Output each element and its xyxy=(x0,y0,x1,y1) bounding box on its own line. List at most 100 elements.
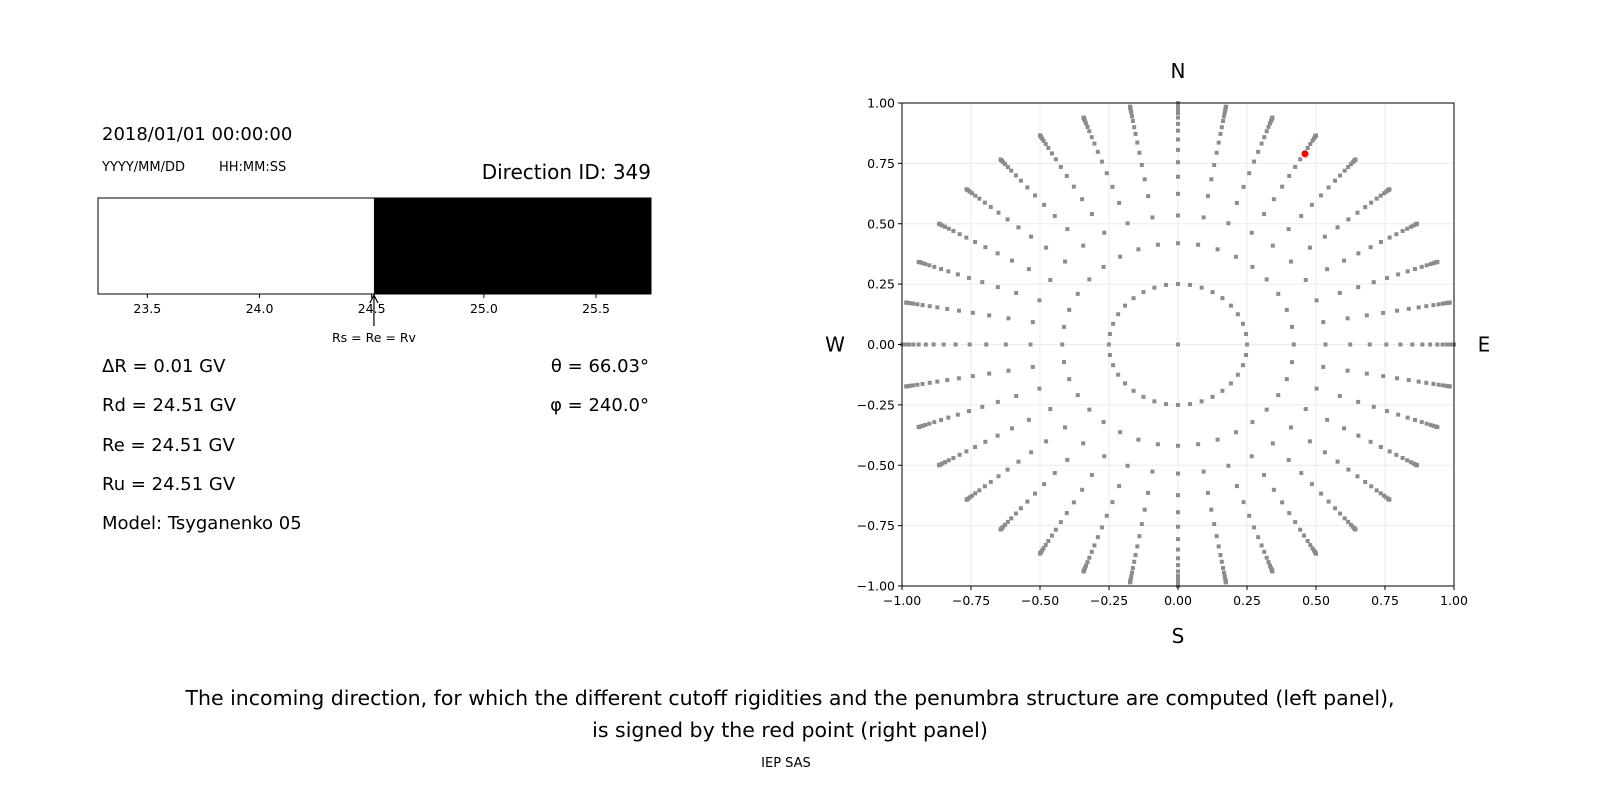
direction-point xyxy=(1286,227,1291,232)
direction-point xyxy=(1286,457,1291,462)
direction-point xyxy=(1110,500,1115,505)
direction-point xyxy=(1187,282,1192,287)
x-tick-label: 24.5 xyxy=(358,301,386,316)
direction-point xyxy=(1006,316,1011,321)
direction-point xyxy=(1099,525,1104,530)
direction-point xyxy=(1264,277,1269,282)
direction-point xyxy=(1176,128,1180,133)
direction-point xyxy=(1308,543,1313,548)
direction-point xyxy=(1210,290,1215,295)
direction-point xyxy=(1089,212,1094,217)
direction-point xyxy=(1048,407,1053,412)
direction-point xyxy=(1025,499,1030,504)
direction-point xyxy=(1270,441,1275,446)
direction-point xyxy=(1221,565,1226,570)
direction-point xyxy=(1176,115,1180,120)
direction-point xyxy=(1288,259,1293,264)
direction-point xyxy=(945,306,950,311)
direction-point xyxy=(1435,342,1440,347)
direction-point xyxy=(904,300,909,305)
direction-point xyxy=(966,409,971,414)
direction-point xyxy=(1048,277,1053,282)
direction-point xyxy=(1259,141,1264,146)
direction-point xyxy=(1196,442,1201,447)
direction-point xyxy=(1030,364,1035,369)
x-tick-label: 23.5 xyxy=(133,301,161,316)
credit-label: IEP SAS xyxy=(761,756,811,771)
direction-point xyxy=(1139,521,1144,526)
direction-point xyxy=(1262,549,1267,554)
direction-point xyxy=(1215,437,1220,442)
direction-point xyxy=(1043,543,1048,548)
direction-point xyxy=(1299,213,1304,218)
direction-point xyxy=(1150,215,1155,220)
direction-point xyxy=(1298,157,1303,162)
direction-point xyxy=(1155,442,1160,447)
direction-point xyxy=(1006,368,1011,373)
direction-point xyxy=(1219,125,1224,130)
direction-point xyxy=(1280,184,1285,189)
direction-point xyxy=(1053,157,1058,162)
direction-point xyxy=(1087,407,1092,412)
direction-point xyxy=(1335,459,1340,464)
direction-point xyxy=(1102,230,1107,235)
direction-point xyxy=(916,342,921,347)
direction-point xyxy=(1298,527,1303,532)
direction-point xyxy=(1266,560,1271,565)
direction-point xyxy=(1085,124,1090,129)
direction-point xyxy=(1016,459,1021,464)
direction-point xyxy=(1323,342,1328,347)
direction-point xyxy=(1348,342,1353,347)
direction-point xyxy=(1353,527,1358,532)
direction-point xyxy=(996,474,1001,479)
direction-point xyxy=(932,264,937,269)
direction-point xyxy=(1226,463,1231,468)
direction-point xyxy=(927,421,932,426)
direction-point xyxy=(1037,386,1042,391)
direction-point xyxy=(995,285,1000,290)
direction-point xyxy=(1041,546,1046,551)
direction-point xyxy=(1256,535,1261,540)
direction-point xyxy=(1247,513,1252,518)
direction-point xyxy=(1382,191,1387,196)
x-tick-label: 1.00 xyxy=(1440,593,1468,608)
direction-point xyxy=(1065,227,1070,232)
direction-point xyxy=(920,261,925,266)
direction-point xyxy=(1271,197,1276,202)
direction-point xyxy=(1333,178,1338,183)
direction-point xyxy=(1131,296,1136,301)
direction-point xyxy=(1387,449,1392,454)
phi-value: φ = 240.0° xyxy=(550,395,649,416)
direction-point xyxy=(955,272,960,277)
direction-point xyxy=(1447,300,1452,305)
direction-point xyxy=(1247,171,1252,176)
direction-point xyxy=(1075,393,1080,398)
direction-point xyxy=(1378,491,1383,496)
direction-point xyxy=(1396,412,1401,417)
direction-point xyxy=(1325,417,1330,422)
re-value: Re = 24.51 GV xyxy=(102,435,235,456)
direction-point xyxy=(1044,245,1049,250)
direction-point xyxy=(1226,221,1231,226)
direction-point xyxy=(1104,513,1109,518)
direction-point xyxy=(1408,460,1413,465)
direction-point xyxy=(1081,569,1086,574)
direction-point xyxy=(1293,164,1298,169)
direction-point xyxy=(1101,264,1106,269)
direction-point xyxy=(1064,511,1069,516)
direction-point xyxy=(1385,275,1390,280)
direction-point xyxy=(1440,383,1445,388)
direction-point xyxy=(1133,553,1138,558)
direction-point xyxy=(1033,193,1038,198)
direction-point xyxy=(932,420,937,425)
direction-point xyxy=(935,305,940,310)
direction-point xyxy=(982,200,987,205)
direction-point xyxy=(951,455,956,460)
direction-point xyxy=(1337,290,1342,295)
direction-point xyxy=(1428,342,1433,347)
direction-point xyxy=(951,229,956,234)
direction-point xyxy=(973,491,978,496)
direction-point xyxy=(1018,178,1023,183)
direction-point xyxy=(1009,516,1014,521)
direction-point xyxy=(1309,202,1314,207)
